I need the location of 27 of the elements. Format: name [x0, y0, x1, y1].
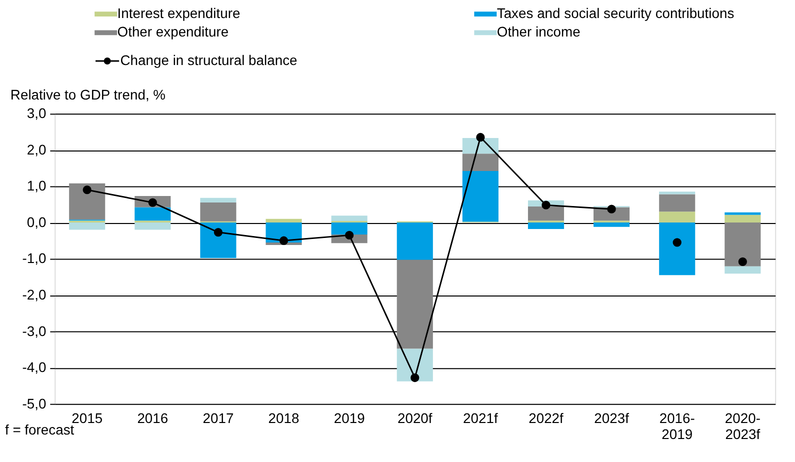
legend-label: Other expenditure — [117, 24, 229, 40]
y-tick-label: 2,0 — [26, 141, 46, 158]
y-tick-label: -2,0 — [22, 286, 46, 303]
y-tick-label: -5,0 — [22, 395, 46, 412]
y-tick-label: 0,0 — [26, 214, 46, 230]
y-tick-label: -4,0 — [22, 359, 46, 376]
x-tick-label: 2021f — [463, 410, 498, 426]
y-tick-label: 1,0 — [26, 178, 46, 194]
x-tick-label: 2017 — [202, 410, 234, 426]
x-tick-label: 2022f — [528, 410, 564, 426]
legend-label: Taxes and social security contributions — [496, 5, 734, 22]
legend-label: Change in structural balance — [120, 52, 298, 68]
x-tick-label: 2016- 2019 — [659, 410, 696, 442]
y-tick-label: -3,0 — [22, 322, 46, 339]
x-tick-label: 2020f — [397, 410, 432, 426]
y-tick-label: 3,0 — [26, 105, 46, 122]
y-axis-title: Relative to GDP trend, % — [10, 86, 166, 102]
x-tick-label: 2019 — [334, 410, 366, 426]
x-tick-label: 2015 — [72, 410, 103, 426]
x-tick-label: 2020- 2023f — [724, 410, 761, 442]
y-tick-label: -1,0 — [22, 250, 46, 266]
x-tick-label: 2016 — [137, 410, 168, 426]
x-tick-label: 2018 — [268, 410, 300, 426]
x-tick-label: 2023f — [594, 410, 630, 426]
text: f = forecast — [4, 422, 74, 438]
legend-label: Other income — [496, 24, 581, 40]
legend-label: Interest expenditure — [117, 5, 240, 22]
